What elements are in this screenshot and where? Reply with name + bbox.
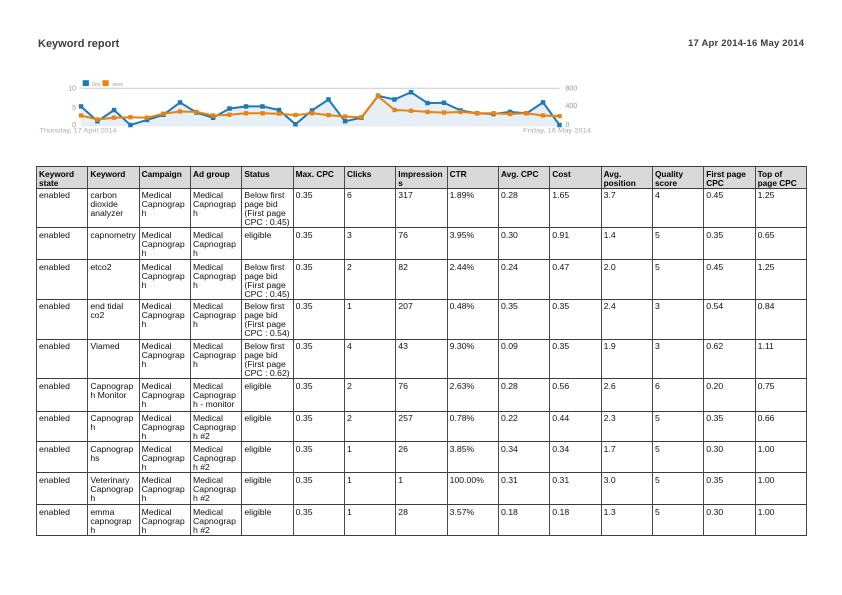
svg-text:400: 400 bbox=[566, 103, 578, 110]
svg-text:10: 10 bbox=[68, 86, 76, 93]
svg-text:Impressions: Impressions bbox=[112, 82, 123, 88]
svg-text:5: 5 bbox=[72, 105, 76, 112]
svg-text:Thursday, 17 April 2014: Thursday, 17 April 2014 bbox=[40, 128, 117, 135]
svg-text:0: 0 bbox=[566, 122, 570, 129]
svg-text:800: 800 bbox=[566, 86, 578, 93]
svg-text:Clicks: Clicks bbox=[92, 82, 101, 88]
svg-text:Friday, 16 May 2014: Friday, 16 May 2014 bbox=[523, 128, 591, 135]
svg-text:0: 0 bbox=[72, 122, 76, 129]
